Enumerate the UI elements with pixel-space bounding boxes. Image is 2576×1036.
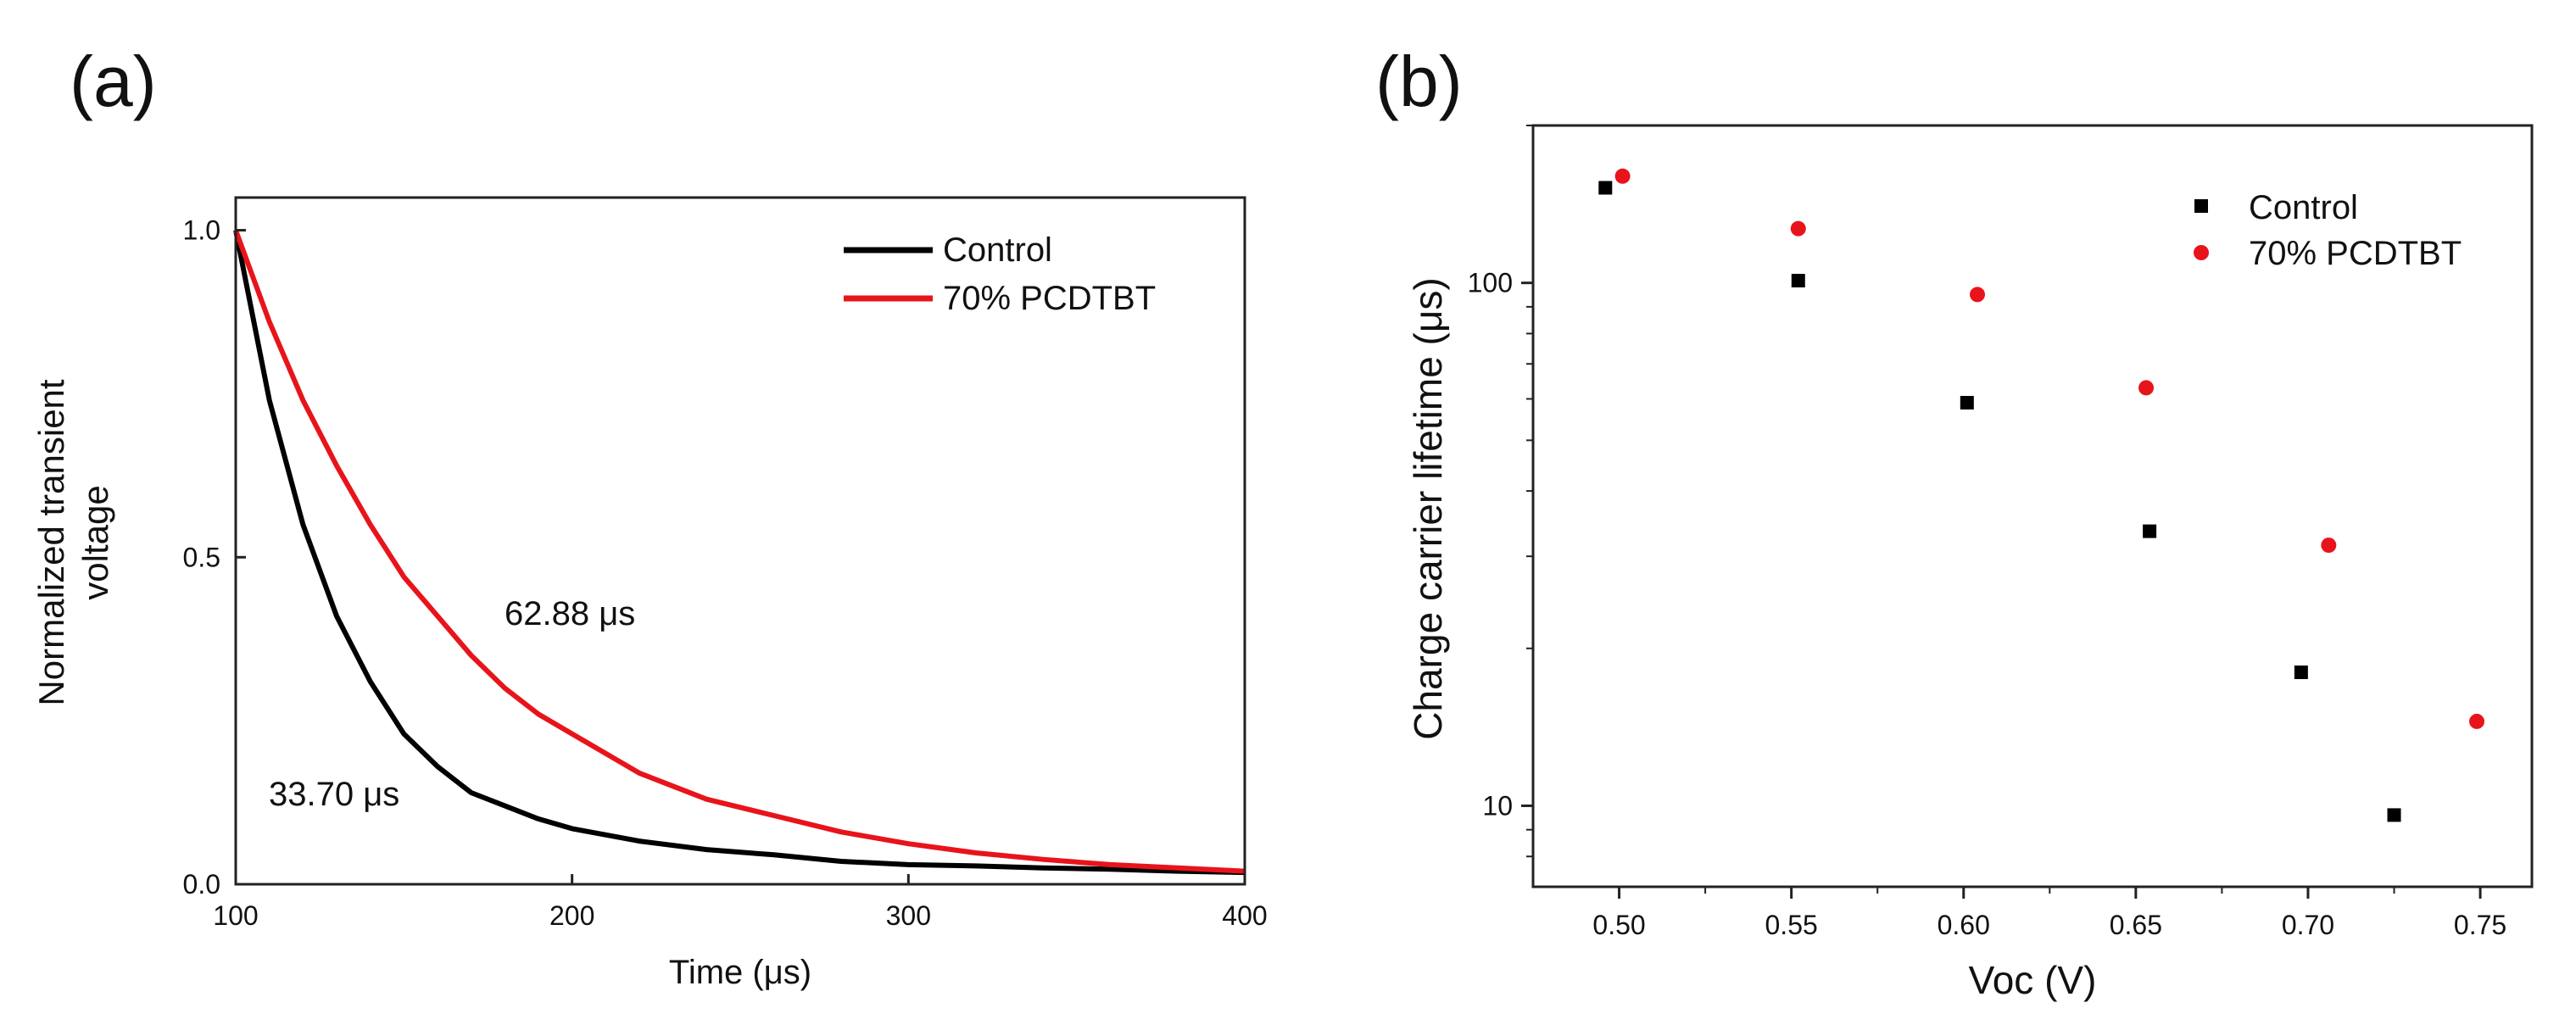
x-tick-label: 200 — [549, 900, 594, 931]
panel-b-legend: Control 70% PCDTBT — [2194, 189, 2462, 272]
x-tick-label: 0.55 — [1765, 910, 1818, 940]
panel-b-frame — [1531, 124, 2534, 888]
point-pcdtbt — [1790, 220, 1806, 237]
x-tick-label: 300 — [886, 900, 931, 931]
legend-pcdtbt-label: 70% PCDTBT — [943, 280, 1156, 317]
x-tick-label: 0.70 — [2282, 910, 2334, 940]
series-line-pcdtbt — [233, 229, 1246, 874]
panel-a-frame — [234, 196, 1246, 886]
y-label-line-1: Normalized transient — [31, 379, 71, 705]
y-tick-label: 1.0 — [183, 215, 220, 246]
x-tick-label: 0.65 — [2110, 910, 2162, 940]
x-tick-label: 0.50 — [1592, 910, 1645, 940]
panel-b: (b) Charge carrier lifetime (μs) 0.50 0.5… — [1375, 42, 2534, 1002]
point-control — [1960, 396, 1974, 410]
point-pcdtbt — [1970, 287, 1986, 303]
legend-pcdtbt-label: 70% PCDTBT — [2249, 235, 2462, 272]
panel-b-plot-area — [1598, 168, 2485, 822]
panel-b-x-axis-label: Voc (V) — [1969, 958, 2097, 1002]
panel-a-ticks: 100 200 300 400 0.0 0.5 1.0 — [183, 215, 1268, 931]
x-tick-label: 100 — [213, 900, 258, 931]
panel-a-legend: Control 70% PCDTBT — [844, 231, 1156, 317]
legend-control-label: Control — [2249, 189, 2358, 226]
series-line-control — [233, 230, 1246, 876]
panel-a: (a) Normalized transient voltage 100 200 30… — [31, 42, 1268, 991]
legend-control-label: Control — [943, 231, 1052, 269]
x-tick-label: 0.60 — [1938, 910, 1990, 940]
point-control — [1598, 181, 1613, 195]
panel-a-plot-area — [233, 229, 1246, 876]
point-control — [2387, 808, 2401, 822]
y-label-group: Normalized transient voltage — [31, 379, 115, 705]
y-tick-label: 100 — [1468, 268, 1513, 298]
panel-a-label: (a) — [70, 42, 157, 121]
point-pcdtbt — [2469, 713, 2485, 729]
point-control — [2143, 524, 2157, 538]
point-control — [1791, 274, 1805, 288]
panel-b-ticks: 0.50 0.55 0.60 0.65 0.70 0.75 10 100 — [1468, 125, 2506, 940]
x-tick-label: 0.75 — [2454, 910, 2506, 940]
panel-b-y-axis-label: Charge carrier lifetime (μs) — [1406, 277, 1450, 739]
y-tick-label: 0.0 — [183, 869, 220, 900]
panel-a-x-axis-label: Time (μs) — [669, 954, 811, 991]
y-tick-label: 10 — [1482, 790, 1513, 821]
panel-a-y-axis-label: Normalized transient voltage — [31, 379, 115, 705]
y-tick-label: 0.5 — [183, 542, 220, 572]
legend-pcdtbt-marker — [2194, 245, 2209, 260]
legend-control-marker — [2194, 199, 2208, 213]
panel-b-label: (b) — [1375, 42, 1463, 121]
panel-a-annotation-black: 33.70 μs — [269, 776, 399, 813]
point-pcdtbt — [2138, 380, 2155, 396]
y-label-line-2: voltage — [75, 485, 115, 599]
point-pcdtbt — [2321, 537, 2337, 554]
panel-a-annotation-red: 62.88 μs — [505, 595, 635, 632]
point-control — [2294, 666, 2308, 680]
point-pcdtbt — [1614, 168, 1631, 184]
x-tick-label: 400 — [1222, 900, 1267, 931]
